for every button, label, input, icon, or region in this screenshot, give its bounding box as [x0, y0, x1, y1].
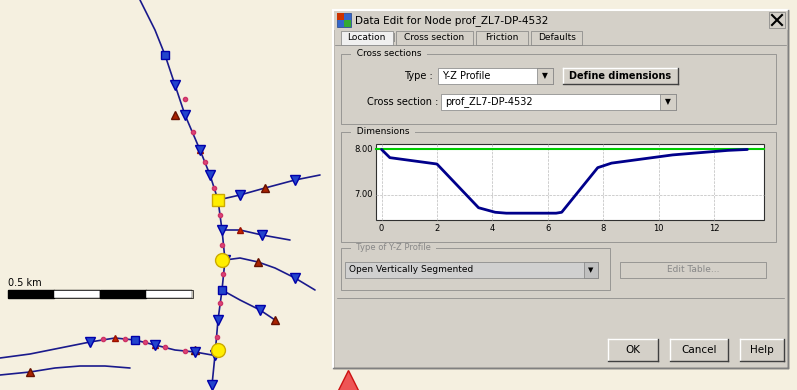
Text: prof_ZL7-DP-4532: prof_ZL7-DP-4532	[445, 97, 532, 108]
Text: 7.00: 7.00	[355, 190, 373, 199]
Text: Dimensions: Dimensions	[351, 128, 415, 136]
Bar	[438, 68, 553, 84]
Bar	[54, 290, 100, 298]
Bar	[670, 339, 728, 361]
Bar	[341, 54, 776, 124]
Bar	[8, 290, 54, 298]
Bar	[537, 68, 553, 84]
Bar	[395, 31, 473, 45]
Text: 0: 0	[379, 224, 384, 233]
Text: 6: 6	[545, 224, 551, 233]
Text: Cancel: Cancel	[681, 345, 717, 355]
Bar	[620, 262, 766, 278]
Text: |: |	[393, 34, 395, 43]
Text: Open Vertically Segmented: Open Vertically Segmented	[349, 266, 473, 275]
Text: 8.00: 8.00	[355, 145, 373, 154]
Bar	[337, 13, 344, 20]
Text: Y-Z Profile: Y-Z Profile	[442, 71, 490, 81]
Bar	[660, 94, 676, 110]
Text: 0.5 km: 0.5 km	[8, 278, 41, 288]
Bar	[333, 10, 788, 368]
Text: ▼: ▼	[588, 267, 594, 273]
Text: 2: 2	[434, 224, 440, 233]
Bar	[341, 132, 776, 242]
Text: Data Edit for Node prof_ZL7-DP-4532: Data Edit for Node prof_ZL7-DP-4532	[355, 16, 548, 27]
Bar	[344, 20, 351, 27]
Text: Type of Y-Z Profile: Type of Y-Z Profile	[351, 243, 436, 252]
Bar	[341, 248, 610, 290]
Bar	[337, 13, 351, 27]
Text: Friction: Friction	[485, 34, 519, 43]
Bar	[531, 31, 583, 45]
Text: Cross section: Cross section	[404, 34, 465, 43]
Bar	[333, 10, 788, 30]
Bar	[563, 68, 678, 84]
Text: ▼: ▼	[542, 71, 548, 80]
Text: Edit Table...: Edit Table...	[667, 266, 719, 275]
Text: Defaults: Defaults	[538, 34, 575, 43]
Text: 10: 10	[654, 224, 664, 233]
Bar	[608, 339, 658, 361]
Bar	[476, 31, 528, 45]
Text: Type :: Type :	[404, 71, 433, 81]
Bar	[441, 94, 676, 110]
Text: Cross section :: Cross section :	[367, 97, 438, 107]
Text: Define dimensions: Define dimensions	[569, 71, 672, 81]
Bar	[341, 31, 393, 45]
Bar	[345, 262, 598, 278]
Text: ▼: ▼	[665, 98, 671, 106]
Text: 12: 12	[709, 224, 720, 233]
Text: Help: Help	[750, 345, 774, 355]
Text: 4: 4	[490, 224, 495, 233]
Text: OK: OK	[626, 345, 641, 355]
Bar	[740, 339, 784, 361]
Text: Cross sections: Cross sections	[351, 50, 427, 58]
Bar	[8, 290, 193, 298]
Bar	[100, 290, 146, 298]
Bar	[769, 12, 785, 28]
Bar	[146, 290, 192, 298]
Bar	[584, 262, 598, 278]
Text: 8: 8	[601, 224, 606, 233]
Text: Location: Location	[347, 34, 386, 43]
Bar	[335, 46, 786, 366]
Bar	[376, 144, 764, 220]
